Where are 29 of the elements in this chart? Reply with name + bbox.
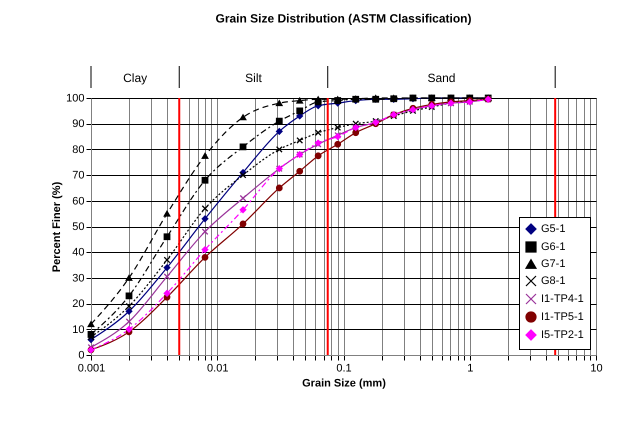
legend-label: I5-TP2-1 [541,329,584,341]
y-tick-label: 50 [72,221,84,233]
x-tick-label: 0.01 [207,362,228,374]
text: Silt [245,71,262,85]
x-axis-title: Grain Size (mm) [302,378,386,390]
x-tick-label: 0.1 [336,362,352,374]
y-tick-label: 80 [72,144,84,156]
y-tick-label: 100 [66,92,84,104]
y-tick-label: 0 [78,350,84,362]
x-tick-label: 10 [590,362,603,374]
legend-label: G7-1 [541,258,566,270]
x-tick-label: 0.001 [78,362,106,374]
legend-label: G8-1 [541,275,566,287]
text: Sand [427,71,456,85]
y-tick-label: 40 [72,246,84,259]
text: Clay [123,71,148,85]
x-tick-label: 1 [467,362,474,374]
y-tick-label: 20 [72,298,84,310]
legend-label: I1-TP5-1 [541,311,584,323]
y-tick-label: 60 [72,195,84,208]
y-tick-label: 70 [72,170,84,182]
legend-label: G6-1 [541,241,566,253]
y-tick-label: 10 [72,324,84,336]
y-axis-title: Percent Finer (%) [51,181,64,272]
y-tick-label: 90 [72,118,84,130]
legend-label: G5-1 [541,223,566,235]
legend-label: I1-TP4-1 [541,293,584,305]
y-tick-label: 30 [72,272,84,284]
chart-title: Grain Size Distribution (ASTM Classification) [215,12,472,26]
